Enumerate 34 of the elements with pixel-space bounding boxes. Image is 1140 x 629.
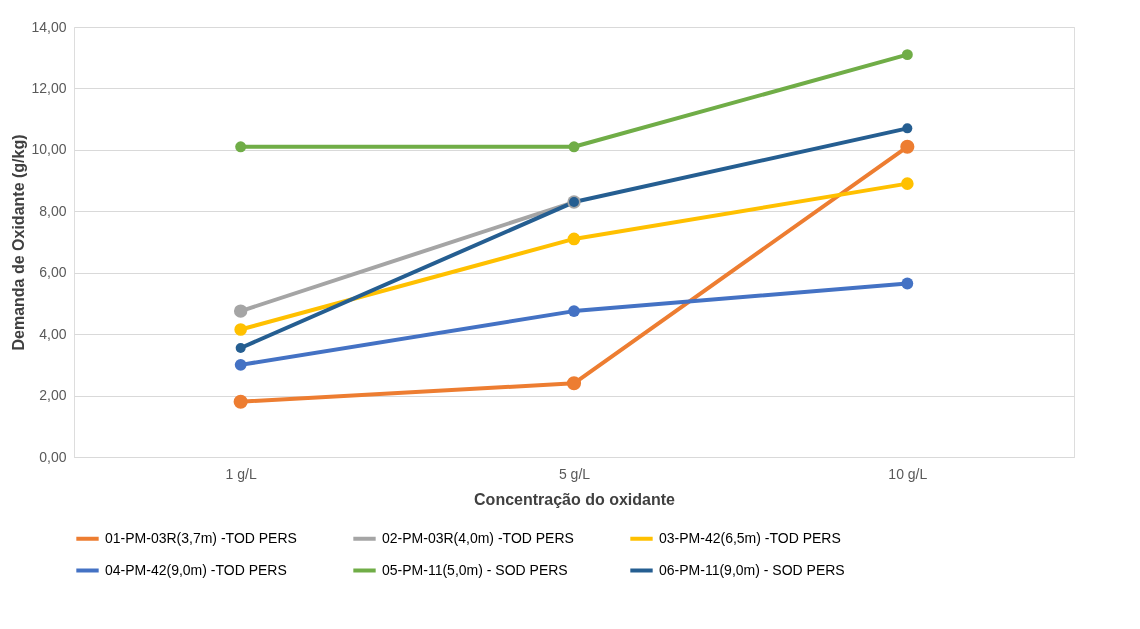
- point: [901, 177, 914, 190]
- point: [900, 139, 915, 154]
- point: [235, 141, 247, 153]
- point: [235, 342, 246, 353]
- y-tick-label: 2,00: [39, 387, 67, 404]
- y-tick-label: 14,00: [31, 18, 67, 35]
- point: [568, 305, 580, 318]
- point: [234, 358, 247, 371]
- legend-label: 04-PM-42(9,0m) -TOD PERS: [105, 561, 287, 578]
- x-tick-label: 5 g/L: [558, 465, 591, 482]
- point: [234, 323, 247, 336]
- x-tick-label: 10 g/L: [888, 465, 928, 482]
- legend-label: 06-PM-11(9,0m) - SOD PERS: [659, 561, 845, 578]
- y-tick-label: 10,00: [31, 141, 67, 158]
- legend-label: 02-PM-03R(4,0m) -TOD PERS: [382, 529, 574, 546]
- y-tick-label: 0,00: [39, 448, 67, 465]
- y-tick-label: 6,00: [39, 264, 67, 281]
- point: [568, 141, 580, 153]
- point: [566, 376, 582, 391]
- x-tick-label: 1 g/L: [225, 465, 257, 482]
- legend-label: 05-PM-11(5,0m) - SOD PERS: [382, 561, 568, 578]
- y-axis-title: Demanda de Oxidante (g/kg): [10, 134, 28, 351]
- y-tick-label: 4,00: [39, 325, 67, 342]
- point: [233, 304, 248, 318]
- legend-label: 03-PM-42(6,5m) -TOD PERS: [659, 529, 841, 546]
- point: [901, 49, 913, 61]
- y-tick-label: 8,00: [39, 202, 67, 219]
- point: [902, 123, 913, 134]
- legend-label: 01-PM-03R(3,7m) -TOD PERS: [105, 529, 297, 546]
- point: [901, 277, 914, 290]
- point: [567, 232, 581, 246]
- point: [233, 394, 248, 409]
- y-tick-label: 12,00: [31, 79, 67, 96]
- x-axis-title: Concentração do oxidante: [474, 490, 676, 508]
